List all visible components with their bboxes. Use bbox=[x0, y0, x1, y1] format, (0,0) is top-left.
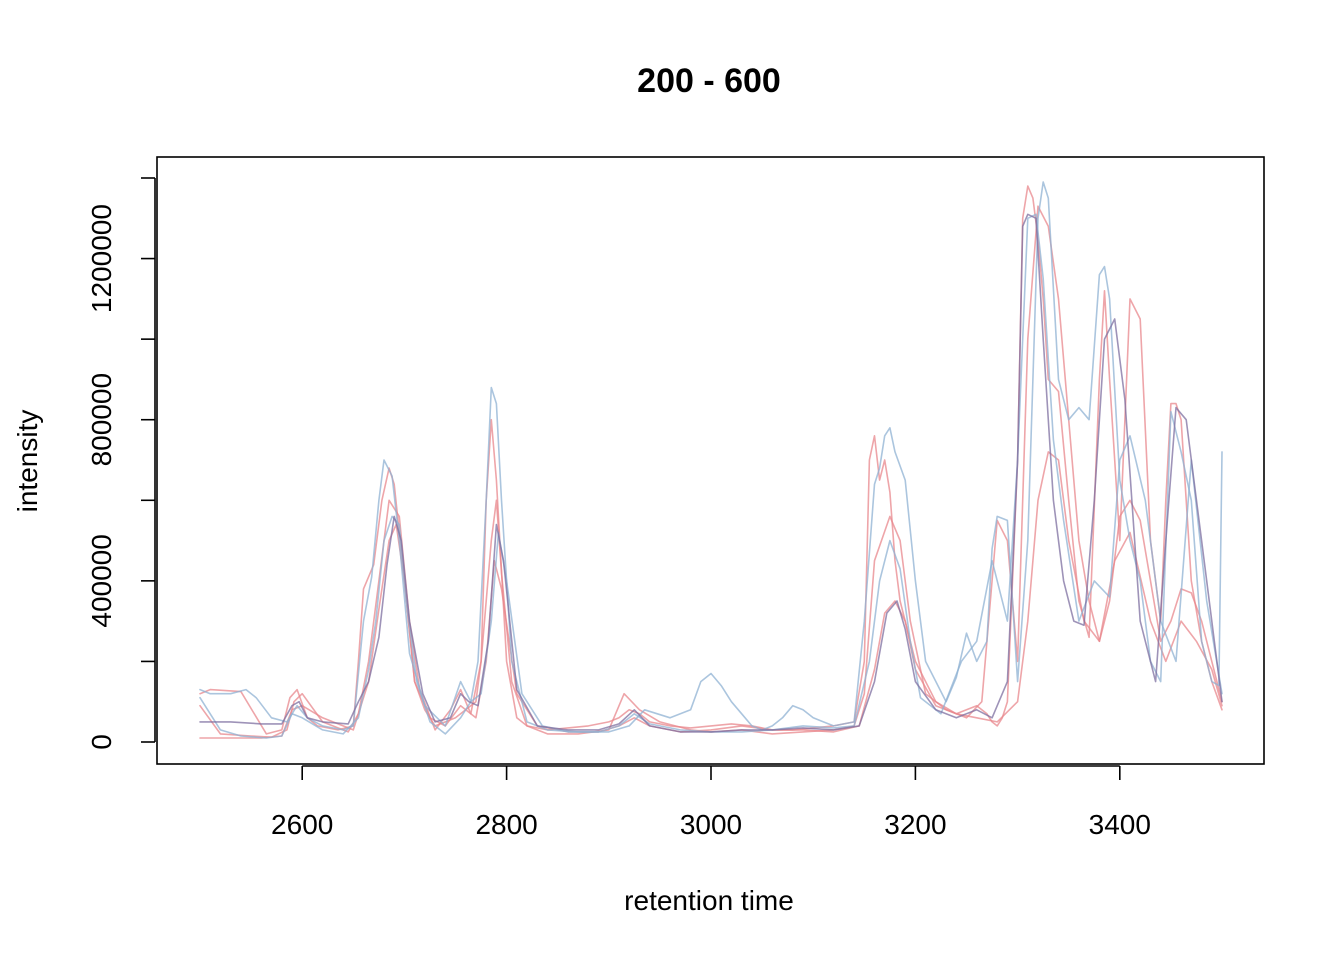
x-tick-label: 3400 bbox=[1089, 809, 1151, 840]
y-tick-label: 400000 bbox=[86, 534, 117, 627]
chart-title: 200 - 600 bbox=[637, 62, 781, 100]
y-tick-label: 0 bbox=[86, 734, 117, 750]
x-tick-label: 3200 bbox=[884, 809, 946, 840]
x-axis-label: retention time bbox=[624, 885, 794, 916]
x-tick-label: 2600 bbox=[271, 809, 333, 840]
series-line-1 bbox=[199, 185, 1223, 735]
x-axis: 2600 2800 3000 3200 3400 bbox=[271, 765, 1151, 840]
series-line-6 bbox=[199, 213, 1223, 733]
y-tick-label: 800000 bbox=[86, 373, 117, 466]
x-tick-label: 3000 bbox=[680, 809, 742, 840]
series-line-5 bbox=[199, 213, 1223, 739]
series-line-2 bbox=[199, 205, 1223, 739]
x-tick-label: 2800 bbox=[475, 809, 537, 840]
series-layer bbox=[199, 181, 1223, 739]
series-line-3 bbox=[199, 451, 1223, 739]
y-axis: 0 400000 800000 1200000 bbox=[86, 177, 156, 750]
plot-frame bbox=[156, 156, 1265, 765]
y-axis-label: intensity bbox=[12, 410, 43, 513]
series-line-4 bbox=[199, 181, 1223, 733]
y-tick-label: 1200000 bbox=[86, 204, 117, 313]
